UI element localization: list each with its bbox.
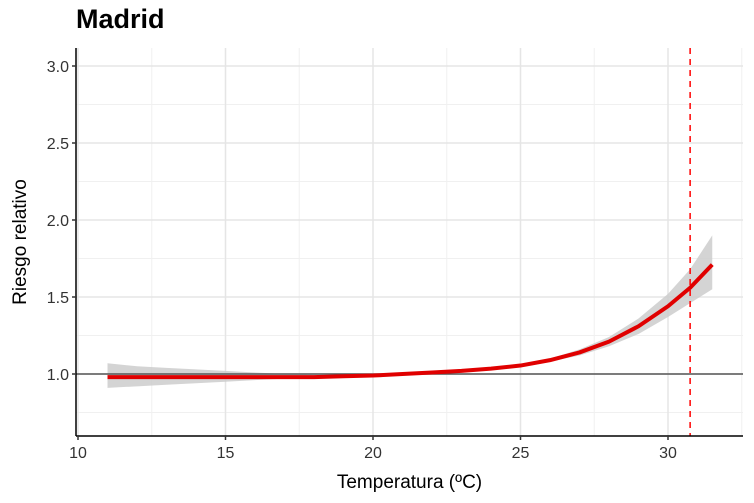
x-tick-label: 15 — [217, 445, 235, 462]
risk-curve — [107, 263, 714, 380]
y-tick-label: 1.0 — [47, 367, 69, 384]
x-tick-label: 30 — [659, 445, 677, 462]
x-tick-label: 20 — [364, 445, 382, 462]
x-tick-label: 10 — [69, 445, 87, 462]
x-tick-label: 25 — [512, 445, 530, 462]
confidence-ribbon — [107, 235, 713, 388]
chart-title: Madrid — [76, 4, 165, 34]
y-tick-label: 2.5 — [47, 136, 69, 153]
x-axis-title: Temperatura (ºC) — [337, 472, 482, 493]
y-axis-title: Riesgo relativo — [10, 179, 31, 305]
y-tick-label: 3.0 — [47, 59, 69, 76]
y-tick-label: 1.5 — [47, 290, 69, 307]
y-tick-label: 2.0 — [47, 213, 69, 230]
